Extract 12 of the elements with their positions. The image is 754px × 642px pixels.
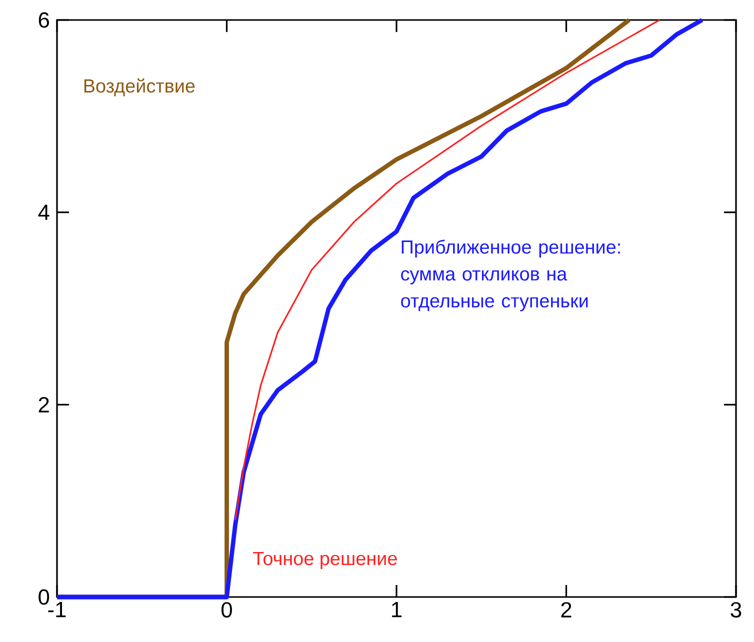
x-tick-label: -1 (48, 602, 66, 618)
series-label: Точное решение (253, 552, 397, 569)
text: Воздействие (84, 78, 195, 96)
y-tick-label: 0 (38, 589, 50, 605)
x-tick-label: 2 (561, 602, 572, 618)
y-tick-label: 6 (38, 12, 49, 28)
x-tick-label: 3 (730, 602, 742, 618)
y-tick-label: 4 (38, 204, 50, 220)
y-tick-label: 2 (38, 397, 49, 412)
series-label: Приближенное решение: сумма откликов на отдельные ступеньки (401, 240, 620, 312)
x-tick-label: 0 (222, 602, 232, 618)
x-tick-label: 1 (392, 602, 402, 618)
